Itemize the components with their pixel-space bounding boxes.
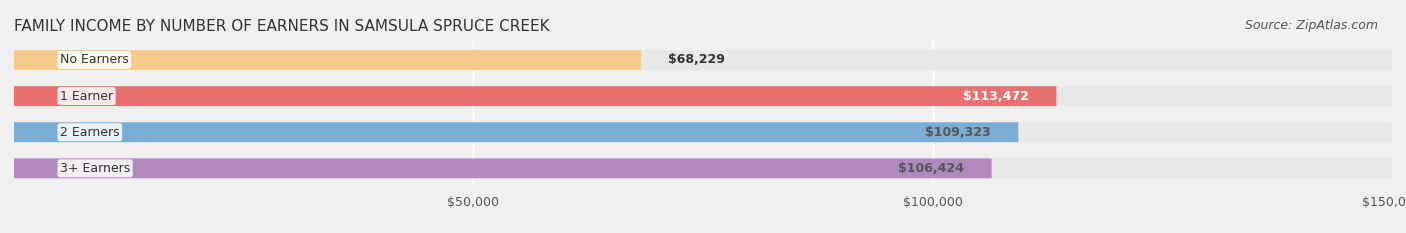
FancyBboxPatch shape — [14, 122, 1392, 142]
FancyBboxPatch shape — [14, 158, 1392, 178]
Text: $109,323: $109,323 — [925, 126, 991, 139]
FancyBboxPatch shape — [14, 86, 1392, 106]
Text: $106,424: $106,424 — [898, 162, 965, 175]
FancyBboxPatch shape — [14, 158, 991, 178]
Text: 3+ Earners: 3+ Earners — [60, 162, 131, 175]
Text: $113,472: $113,472 — [963, 90, 1029, 103]
FancyBboxPatch shape — [14, 86, 1056, 106]
Text: No Earners: No Earners — [60, 54, 129, 66]
FancyBboxPatch shape — [14, 50, 1392, 70]
Text: $68,229: $68,229 — [668, 54, 725, 66]
Text: FAMILY INCOME BY NUMBER OF EARNERS IN SAMSULA SPRUCE CREEK: FAMILY INCOME BY NUMBER OF EARNERS IN SA… — [14, 19, 550, 34]
Text: Source: ZipAtlas.com: Source: ZipAtlas.com — [1244, 19, 1378, 32]
FancyBboxPatch shape — [14, 50, 641, 70]
Text: 1 Earner: 1 Earner — [60, 90, 112, 103]
Text: 2 Earners: 2 Earners — [60, 126, 120, 139]
FancyBboxPatch shape — [14, 122, 1018, 142]
